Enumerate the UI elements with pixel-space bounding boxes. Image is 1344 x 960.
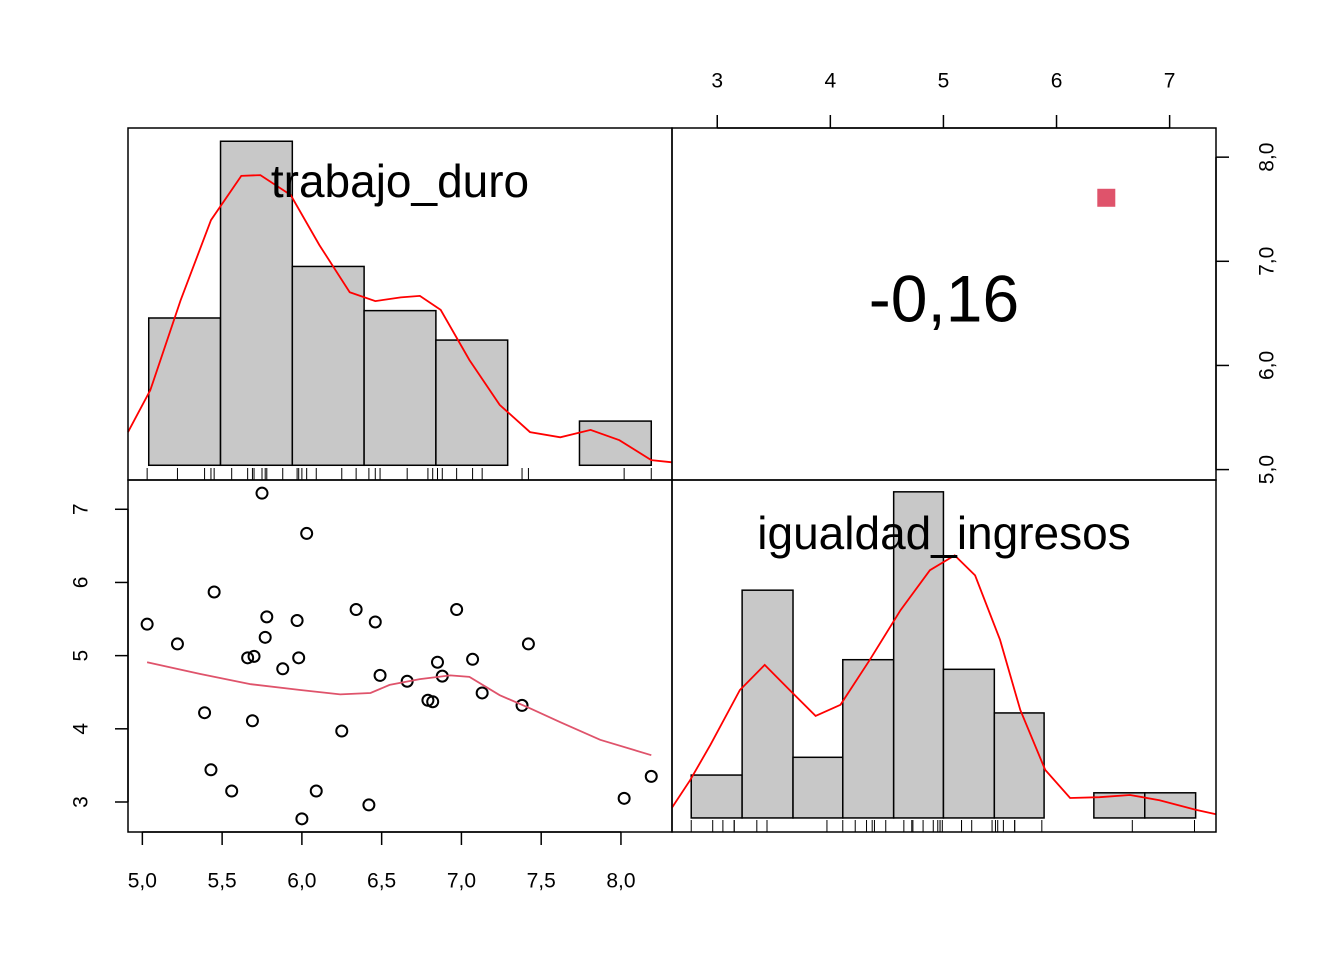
- bar: [792, 756, 844, 819]
- bar: [1143, 792, 1197, 819]
- point: [170, 637, 184, 651]
- point: [515, 698, 529, 712]
- density-curve: [127, 174, 673, 464]
- y-tick-label: 6: [70, 577, 93, 589]
- point: [309, 784, 323, 798]
- correlation-label: -0,16: [869, 261, 1019, 335]
- point: [335, 724, 349, 738]
- panel-title: trabajo_duro: [271, 155, 529, 207]
- x-tick-label: 5,0: [128, 870, 157, 893]
- y-tick-label: 7,0: [1256, 247, 1279, 276]
- point: [617, 791, 631, 805]
- y-tick-label: 5,0: [1256, 455, 1279, 484]
- panel-border: [671, 479, 1217, 833]
- y-tick-label: 3: [70, 796, 93, 808]
- point: [290, 614, 304, 628]
- panel-title: igualdad_ingresos: [757, 507, 1130, 559]
- bar: [741, 589, 794, 819]
- marker: [1097, 188, 1116, 207]
- point: [258, 630, 272, 644]
- y-tick-label: 8,0: [1256, 143, 1279, 172]
- y-tick-label: 5: [70, 650, 93, 662]
- bar: [435, 339, 509, 467]
- bar: [147, 317, 222, 467]
- point: [466, 652, 480, 666]
- point: [430, 655, 444, 669]
- x-tick-label: 6,5: [367, 870, 396, 893]
- smooth-line: [146, 661, 652, 757]
- bar: [993, 712, 1045, 819]
- point: [450, 603, 464, 617]
- point: [245, 714, 259, 728]
- bar: [942, 668, 996, 819]
- panel-border: [127, 479, 673, 833]
- x-tick-label: 5: [938, 70, 950, 93]
- point: [241, 651, 255, 665]
- y-tick-label: 4: [70, 723, 93, 735]
- x-tick-label: 7,5: [527, 870, 556, 893]
- point: [276, 662, 290, 676]
- point: [295, 812, 309, 826]
- y-tick-label: 6,0: [1256, 351, 1279, 380]
- bar: [578, 420, 653, 467]
- x-tick-label: 5,5: [208, 870, 237, 893]
- point: [225, 784, 239, 798]
- point: [349, 603, 363, 617]
- x-tick-label: 6,0: [287, 870, 316, 893]
- x-tick-label: 7,0: [447, 870, 476, 893]
- point: [207, 585, 221, 599]
- bar: [892, 491, 945, 819]
- bar: [842, 658, 895, 819]
- x-tick-label: 4: [824, 70, 836, 93]
- point: [255, 486, 269, 500]
- point: [198, 706, 212, 720]
- point: [292, 651, 306, 665]
- bar: [291, 265, 365, 467]
- point: [368, 615, 382, 629]
- point: [373, 668, 387, 682]
- point: [521, 637, 535, 651]
- bar: [363, 309, 437, 467]
- point: [260, 610, 274, 624]
- point: [362, 798, 376, 812]
- y-tick-label: 7: [70, 503, 93, 515]
- x-tick-label: 3: [711, 70, 723, 93]
- point: [300, 526, 314, 540]
- point: [475, 686, 489, 700]
- point: [140, 617, 154, 631]
- x-tick-label: 8,0: [606, 870, 635, 893]
- bar: [219, 140, 294, 467]
- point: [247, 649, 261, 663]
- density-curve: [671, 554, 1217, 816]
- point: [644, 769, 658, 783]
- x-tick-label: 7: [1164, 70, 1176, 93]
- bar: [690, 774, 743, 819]
- point: [426, 695, 440, 709]
- point: [204, 763, 218, 777]
- x-tick-label: 6: [1051, 70, 1063, 93]
